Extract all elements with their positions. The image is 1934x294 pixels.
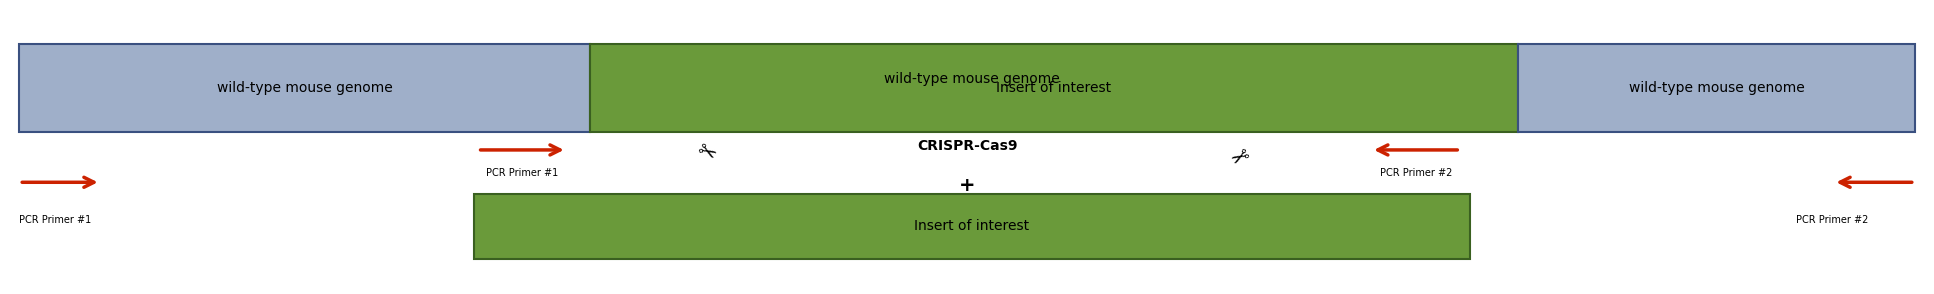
Text: +: + <box>959 176 975 195</box>
Text: Insert of interest: Insert of interest <box>915 219 1029 233</box>
Text: wild-type mouse genome: wild-type mouse genome <box>1628 81 1804 95</box>
Text: CRISPR-Cas9: CRISPR-Cas9 <box>917 138 1017 153</box>
Bar <box>474 194 1470 259</box>
Text: wild-type mouse genome: wild-type mouse genome <box>884 72 1060 86</box>
Bar <box>590 44 1518 132</box>
Text: ✂: ✂ <box>1224 140 1251 166</box>
Bar <box>19 44 590 132</box>
Text: ✂: ✂ <box>692 140 719 166</box>
Text: PCR Primer #2: PCR Primer #2 <box>1797 215 1868 225</box>
Text: PCR Primer #1: PCR Primer #1 <box>485 168 559 178</box>
Bar <box>474 47 1470 112</box>
Text: wild-type mouse genome: wild-type mouse genome <box>217 81 393 95</box>
Text: PCR Primer #1: PCR Primer #1 <box>19 215 91 225</box>
Bar <box>1518 44 1915 132</box>
Text: PCR Primer #2: PCR Primer #2 <box>1379 168 1452 178</box>
Text: Insert of interest: Insert of interest <box>996 81 1112 95</box>
